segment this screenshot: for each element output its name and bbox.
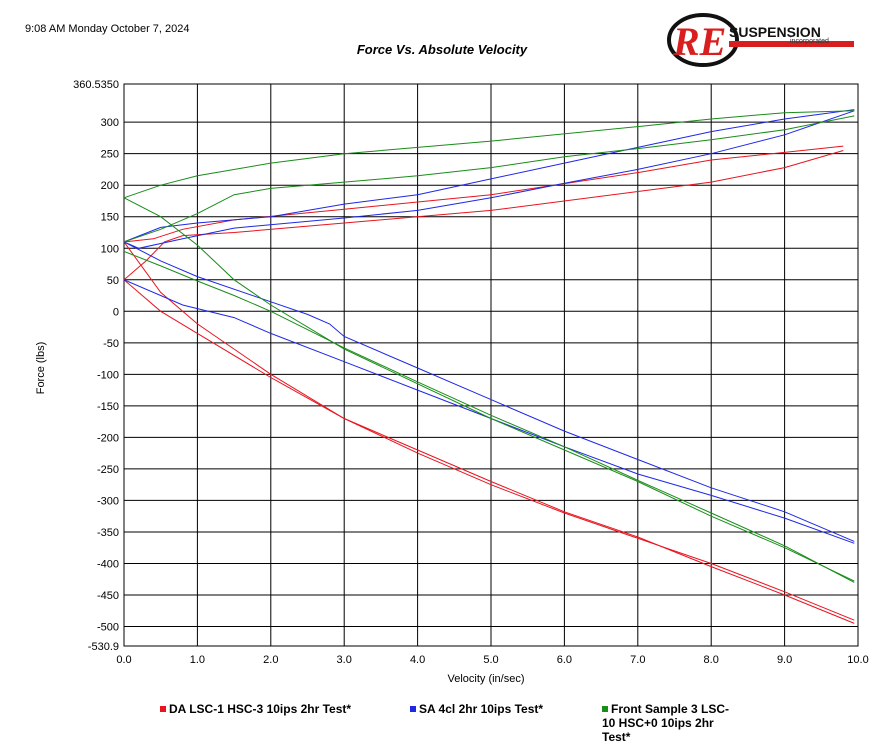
- y-tick-label: 150: [101, 212, 119, 224]
- y-tick-label: -300: [97, 495, 119, 507]
- series-3-line-4: [123, 250, 855, 583]
- legend-swatch-blue: [410, 706, 416, 712]
- logo-letters: RE: [672, 19, 726, 64]
- legend-item-3: Front Sample 3 LSC-10 HSC+0 10ips 2hr Te…: [602, 702, 742, 744]
- series-2-line-2: [123, 109, 855, 243]
- y-tick-label: -400: [97, 558, 119, 570]
- re-suspension-logo: RE SUSPENSION: [667, 13, 854, 67]
- x-tick-label: 5.0: [483, 654, 498, 666]
- series-1-line-3: [123, 241, 855, 621]
- x-ticks: 0.0 1.0 2.0 3.0 4.0 5.0 6.0 7.0 8.0 9.0 10.0: [116, 654, 868, 666]
- x-tick-label: 4.0: [410, 654, 425, 666]
- y-tick-label: 0: [113, 306, 119, 318]
- y-tick-label: 250: [101, 149, 119, 161]
- logo-word: SUSPENSION: [729, 24, 821, 40]
- x-tick-label: 2.0: [263, 654, 278, 666]
- legend-swatch-green: [602, 706, 608, 712]
- y-tick-label: -250: [97, 464, 119, 476]
- y-tick-label: -500: [97, 622, 119, 634]
- legend-label-1: DA LSC-1 HSC-3 10ips 2hr Test*: [169, 702, 352, 716]
- y-ticks: 360.5350 300 250 200 150 100 50 0 -50 -100 -150 -20…: [73, 79, 119, 653]
- x-tick-label: 7.0: [630, 654, 645, 666]
- y-tick-label: 300: [101, 117, 119, 129]
- legend-label-3: Front Sample 3 LSC-10 HSC+0 10ips 2hr Te…: [602, 702, 730, 744]
- x-tick-label: 8.0: [704, 654, 719, 666]
- legend-item-2: SA 4cl 2hr 10ips Test*: [410, 702, 543, 716]
- x-tick-label: 3.0: [337, 654, 352, 666]
- y-tick-label: -530.9: [88, 641, 119, 653]
- timestamp: 9:08 AM Monday October 7, 2024: [25, 23, 190, 35]
- y-tick-label: -150: [97, 401, 119, 413]
- series-2-line-4: [123, 279, 855, 544]
- series-lines: [123, 109, 855, 624]
- x-axis-label: Velocity (in/sec): [447, 673, 524, 685]
- y-tick-label: 100: [101, 243, 119, 255]
- y-tick-label: -350: [97, 527, 119, 539]
- y-tick-label: -50: [103, 338, 119, 350]
- y-tick-label: 200: [101, 180, 119, 192]
- x-tick-label: 1.0: [190, 654, 205, 666]
- y-tick-label: -450: [97, 590, 119, 602]
- grid: [124, 84, 858, 646]
- series-1-line-4: [123, 279, 855, 624]
- x-tick-label: 6.0: [557, 654, 572, 666]
- series-2-line-3: [123, 241, 855, 542]
- legend-swatch-red: [160, 706, 166, 712]
- y-tick-label: -100: [97, 369, 119, 381]
- legend-label-2: SA 4cl 2hr 10ips Test*: [419, 702, 544, 716]
- x-tick-label: 0.0: [116, 654, 131, 666]
- series-2-line-1: [123, 110, 855, 249]
- x-tick-label: 9.0: [777, 654, 792, 666]
- logo-subtitle: incorporated: [790, 38, 829, 45]
- x-tick-label: 10.0: [847, 654, 868, 666]
- y-tick-label: -200: [97, 432, 119, 444]
- y-axis-label: Force (lbs): [35, 342, 47, 395]
- legend-item-1: DA LSC-1 HSC-3 10ips 2hr Test*: [160, 702, 351, 716]
- y-tick-label: 50: [107, 275, 119, 287]
- series-3-line-1: [123, 110, 855, 199]
- series-1-line-1: [123, 150, 844, 281]
- series-1-line-2: [123, 145, 844, 243]
- series-3-line-2: [123, 115, 855, 243]
- chart-title: Force Vs. Absolute Velocity: [356, 42, 528, 57]
- series-3-line-3: [123, 197, 855, 582]
- y-tick-label: 360.5350: [73, 79, 119, 91]
